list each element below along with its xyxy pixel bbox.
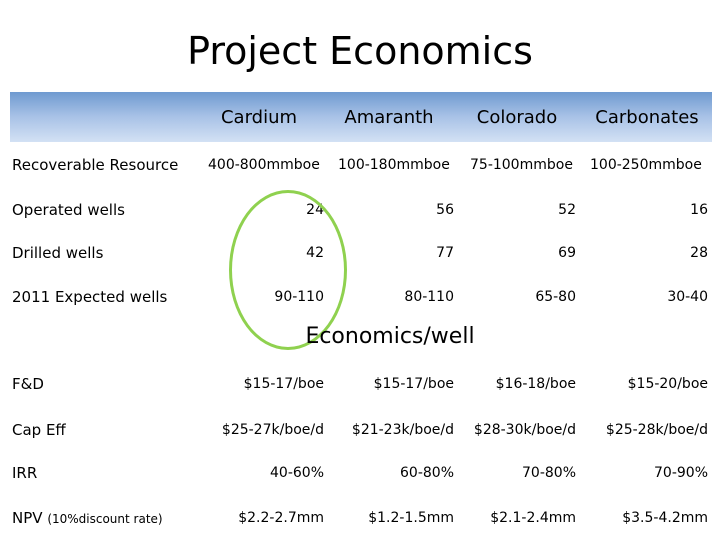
cell-carbonates: 16 (690, 202, 708, 218)
row-label-note: (10%discount rate) (47, 512, 163, 526)
cell-cardium: 40-60% (270, 465, 324, 481)
column-header-cardium: Cardium (220, 107, 298, 128)
cell-colorado: 65-80 (535, 289, 576, 305)
column-header-amaranth: Amaranth (344, 107, 434, 128)
table-row: IRR 40-60% 60-80% 70-80% 70-90% (12, 461, 712, 485)
row-label: NPV (10%discount rate) (12, 506, 163, 531)
column-header-carbonates: Carbonates (595, 107, 699, 128)
table-row: 2011 Expected wells 90-110 80-110 65-80 … (12, 285, 712, 309)
table-row: Drilled wells 42 77 69 28 (12, 241, 712, 265)
row-label: Operated wells (12, 201, 125, 219)
column-header-colorado: Colorado (476, 107, 558, 128)
cell-amaranth: 77 (436, 245, 454, 261)
table-row: Operated wells 24 56 52 16 (12, 198, 712, 222)
cell-carbonates: 28 (690, 245, 708, 261)
cell-amaranth: 80-110 (404, 289, 454, 305)
row-label: Cap Eff (12, 421, 66, 439)
table-row: NPV (10%discount rate) $2.2-2.7mm $1.2-1… (12, 506, 712, 530)
cell-cardium: $2.2-2.7mm (238, 510, 324, 526)
cell-carbonates: 30-40 (667, 289, 708, 305)
row-label: 2011 Expected wells (12, 288, 168, 306)
resource-row: Recoverable Resource 400-800mmboe 100-18… (12, 153, 712, 177)
cell-cardium: $25-27k/boe/d (221, 422, 324, 438)
table-row: Cap Eff $25-27k/boe/d $21-23k/boe/d $28-… (12, 418, 712, 442)
cell-colorado: $2.1-2.4mm (490, 510, 576, 526)
cell-colorado: 69 (558, 245, 576, 261)
page-title: Project Economics (187, 29, 533, 73)
cell-amaranth: $21-23k/boe/d (351, 422, 454, 438)
cell-carbonates: $25-28k/boe/d (605, 422, 708, 438)
row-label: Recoverable Resource (12, 156, 179, 174)
column-header-band: Cardium Amaranth Colorado Carbonates (10, 92, 712, 142)
cell-colorado: 70-80% (522, 465, 576, 481)
cell-amaranth: 56 (436, 202, 454, 218)
cell-colorado: 75-100mmboe (470, 157, 573, 173)
cell-amaranth: 60-80% (400, 465, 454, 481)
cell-colorado: $28-30k/boe/d (473, 422, 576, 438)
cell-amaranth: $15-17/boe (373, 376, 454, 392)
cell-carbonates: 100-250mmboe (590, 157, 702, 173)
cell-cardium: 400-800mmboe (208, 157, 320, 173)
row-label: IRR (12, 464, 38, 482)
cell-colorado: $16-18/boe (495, 376, 576, 392)
row-label-main: NPV (12, 509, 43, 527)
cell-cardium: $15-17/boe (243, 376, 324, 392)
table-row: F&D $15-17/boe $15-17/boe $16-18/boe $15… (12, 372, 712, 396)
row-label: Drilled wells (12, 244, 104, 262)
section-title: Economics/well (305, 324, 475, 349)
cell-carbonates: $15-20/boe (627, 376, 708, 392)
cell-amaranth: 100-180mmboe (338, 157, 450, 173)
highlight-ellipse (229, 190, 347, 350)
cell-carbonates: $3.5-4.2mm (622, 510, 708, 526)
cell-carbonates: 70-90% (654, 465, 708, 481)
cell-amaranth: $1.2-1.5mm (368, 510, 454, 526)
row-label: F&D (12, 375, 44, 393)
cell-colorado: 52 (558, 202, 576, 218)
